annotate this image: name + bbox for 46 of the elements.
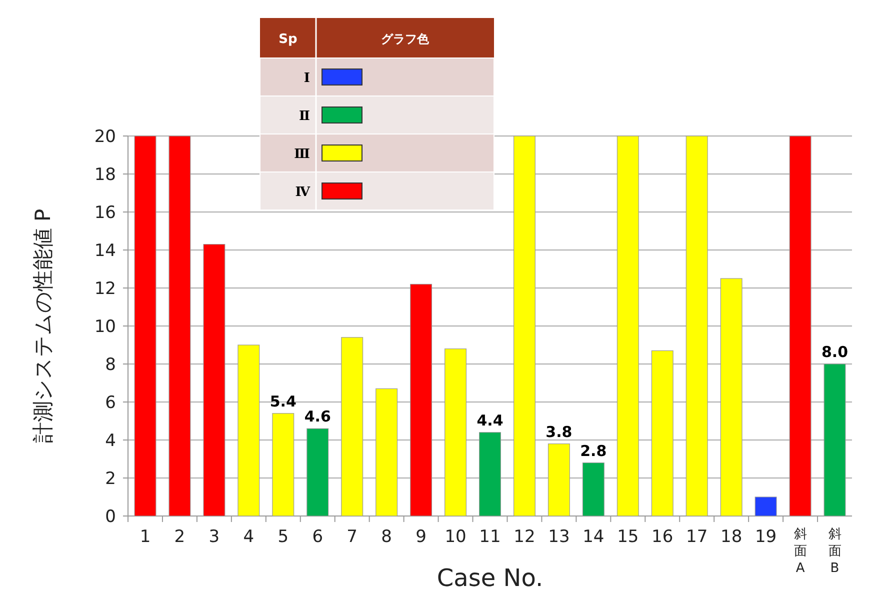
x-tick-label: 8 bbox=[381, 527, 392, 547]
x-tick-label: 12 bbox=[514, 527, 536, 547]
legend-label: Ⅱ bbox=[299, 109, 310, 124]
y-tick-label: 10 bbox=[94, 317, 116, 337]
x-tick-label: 18 bbox=[720, 527, 742, 547]
x-tick-label: 7 bbox=[346, 527, 358, 547]
data-label: 5.4 bbox=[270, 392, 296, 410]
x-tick-label: 10 bbox=[444, 527, 466, 547]
x-tick-label: 19 bbox=[754, 527, 777, 547]
y-tick-label: 8 bbox=[105, 355, 116, 375]
y-tick-label: 16 bbox=[94, 203, 116, 223]
legend-title: Sp bbox=[278, 32, 298, 47]
x-tick-label: 16 bbox=[652, 527, 674, 547]
x-tick-label: 4 bbox=[243, 527, 254, 547]
legend-label: Ⅰ bbox=[304, 71, 310, 86]
y-tick-label: 4 bbox=[105, 431, 116, 451]
y-axis-title: 計測システムの性能値 P bbox=[31, 208, 55, 444]
x-tick-label: 2 bbox=[174, 527, 186, 547]
y-tick-label: 20 bbox=[94, 127, 116, 147]
legend-label: Ⅲ bbox=[294, 147, 310, 162]
y-tick-label: 12 bbox=[94, 279, 116, 299]
data-label: 4.4 bbox=[476, 411, 504, 430]
data-label: 8.0 bbox=[821, 343, 848, 361]
x-tick-label: 3 bbox=[208, 527, 220, 547]
x-tick-label: 1 bbox=[140, 527, 151, 547]
x-tick-label: 15 bbox=[617, 527, 639, 547]
x-tick-label: 17 bbox=[686, 527, 708, 547]
x-tick-label: 14 bbox=[582, 527, 604, 547]
y-tick-label: 14 bbox=[94, 241, 116, 261]
y-tick-label: 0 bbox=[105, 507, 116, 527]
x-tick-label: 6 bbox=[312, 527, 324, 547]
y-tick-label: 2 bbox=[105, 469, 116, 489]
legend-label: Ⅳ bbox=[295, 185, 310, 200]
y-tick-label: 18 bbox=[94, 165, 116, 185]
x-tick-label: 9 bbox=[416, 527, 426, 547]
text: グラフ色 bbox=[381, 32, 430, 46]
data-label: 2.8 bbox=[580, 442, 607, 460]
data-label: 3.8 bbox=[546, 422, 572, 441]
x-tick-label: 5 bbox=[278, 527, 289, 547]
y-tick-label: 6 bbox=[105, 393, 116, 413]
data-label: 4.6 bbox=[304, 408, 331, 426]
x-tick-label: 斜面A bbox=[794, 527, 807, 576]
x-tick-label: 11 bbox=[479, 527, 501, 547]
x-tick-label: 13 bbox=[548, 527, 570, 547]
x-axis-title: Case No. bbox=[436, 564, 544, 592]
x-tick-label: 斜面B bbox=[828, 527, 842, 576]
